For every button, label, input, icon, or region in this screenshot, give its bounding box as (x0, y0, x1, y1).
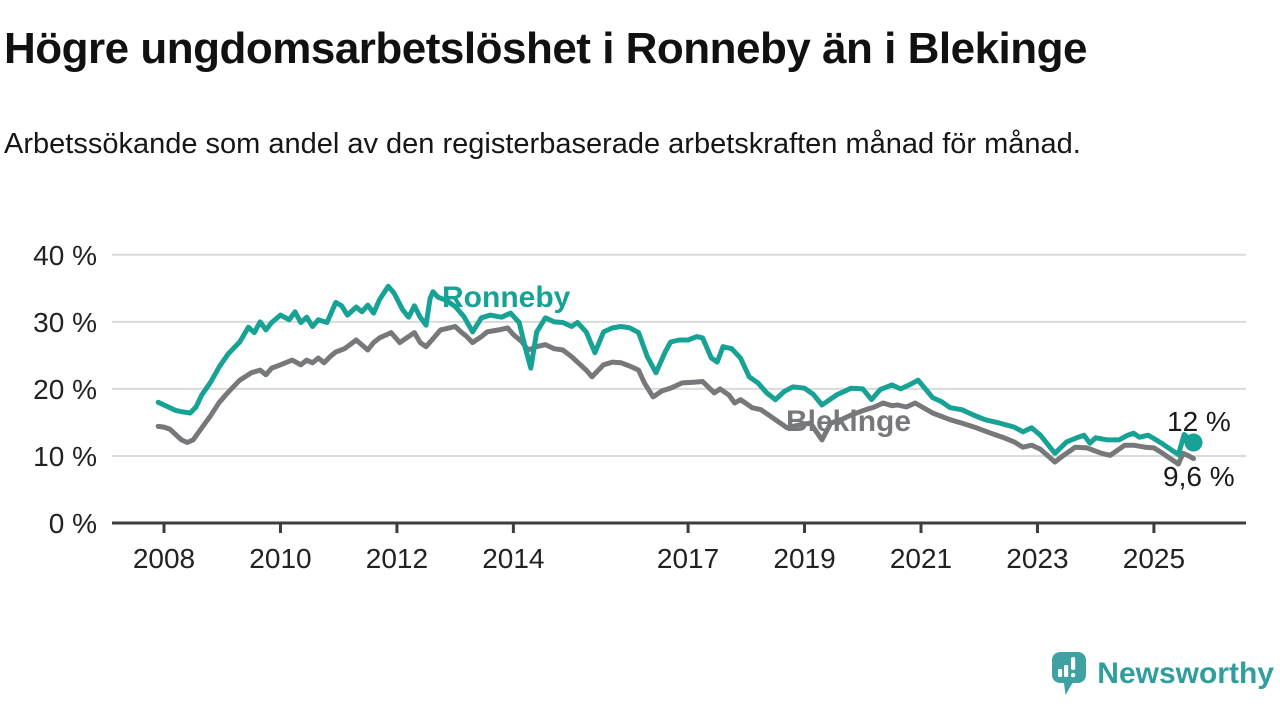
x-tick-label-2012: 2012 (366, 543, 428, 574)
chart-title: Högre ungdomsarbetslöshet i Ronneby än i… (4, 24, 1088, 73)
end-value-label-ronneby: 12 % (1167, 406, 1231, 437)
y-tick-label-20: 20 % (33, 374, 97, 405)
x-tick-label-2021: 2021 (890, 543, 952, 574)
line-blekinge (155, 324, 1196, 467)
brand-name: Newsworthy (1097, 657, 1274, 690)
series-label-ronneby: Ronneby (442, 281, 571, 314)
x-tick-label-2017: 2017 (657, 543, 719, 574)
x-tick-label-2008: 2008 (133, 543, 195, 574)
y-tick-label-40: 40 % (33, 240, 97, 271)
x-tick-label-2010: 2010 (249, 543, 311, 574)
y-tick-label-10: 10 % (33, 441, 97, 472)
x-tick-label-2025: 2025 (1123, 543, 1185, 574)
y-tick-label-30: 30 % (33, 307, 97, 338)
end-dot-ronneby (1184, 433, 1203, 452)
x-tick-label-2019: 2019 (773, 543, 835, 574)
series-label-blekinge: Blekinge (786, 405, 912, 438)
newsworthy-speech-bubble-chart-icon (1052, 652, 1087, 695)
end-value-label-blekinge: 9,6 % (1163, 461, 1235, 492)
x-tick-label-2014: 2014 (482, 543, 544, 574)
chart-subtitle: Arbetssökande som andel av den registerb… (4, 128, 1081, 160)
newsworthy-logo: Newsworthy (1051, 648, 1274, 700)
x-tick-label-2023: 2023 (1006, 543, 1068, 574)
line-ronneby (155, 283, 1196, 458)
y-tick-label-0: 0 % (49, 508, 97, 539)
